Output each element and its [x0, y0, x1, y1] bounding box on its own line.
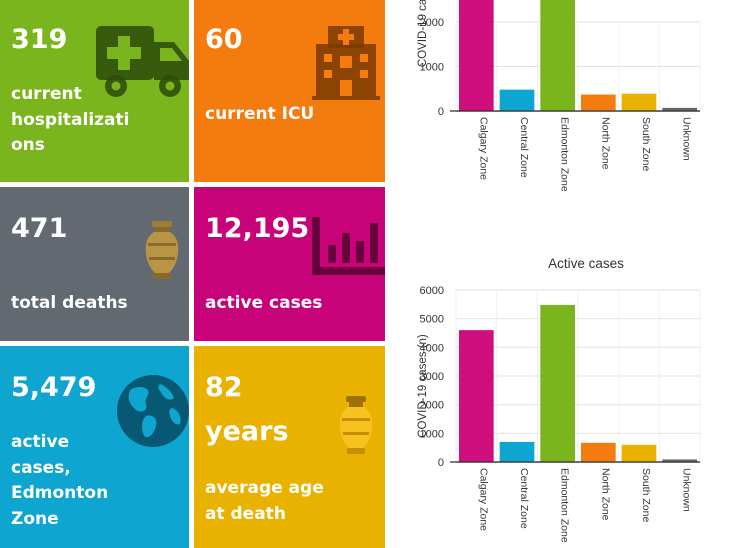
x-tick-label: Central Zone — [518, 468, 530, 529]
active-cases-tile: 12,195 active cases — [194, 187, 385, 341]
bar-calgary-zone — [459, 0, 494, 111]
y-tick-label: 2000 — [420, 400, 444, 412]
bar-central-zone — [499, 441, 535, 462]
y-axis-label: COVID-19 cases (n) — [417, 334, 429, 438]
bar-edmonton-zone — [540, 304, 575, 462]
bar-south-zone — [621, 93, 657, 111]
y-tick-label: 0 — [438, 106, 444, 118]
x-tick-label: North Zone — [599, 117, 611, 170]
y-tick-label: 4000 — [420, 342, 444, 354]
y-tick-label: 2000 — [420, 17, 444, 29]
deaths-tile: 471 total deaths — [0, 187, 189, 341]
urn-icon — [339, 396, 373, 454]
y-tick-label: 1000 — [420, 62, 444, 74]
zone-charts: 0 1000 2000 Calgary Zone Central Zone Edmonto… — [417, 0, 701, 543]
deaths-value: 471 — [11, 213, 68, 244]
globe-icon — [117, 375, 189, 447]
x-tick-label: Unknown — [681, 117, 693, 161]
deaths-label: total deaths — [11, 293, 128, 313]
hospitalizations-value: 319 — [11, 24, 68, 55]
x-tick-label: North Zone — [599, 468, 611, 521]
edmonton-tile: 5,479 active cases, Edmonton Zone — [0, 346, 189, 548]
bar-north-zone — [581, 94, 616, 111]
icu-value: 60 — [205, 24, 243, 55]
average-age-unit: years — [205, 416, 289, 447]
bar-chart-icon — [312, 217, 385, 275]
chart-title: Active cases — [548, 256, 624, 271]
x-tick-label: Central Zone — [518, 117, 530, 178]
average-age-tile: 82 years average age at death — [194, 346, 385, 548]
x-tick-label: South Zone — [640, 468, 652, 522]
icu-label: current ICU — [205, 104, 315, 124]
bar-south-zone — [621, 444, 657, 462]
y-axis-label: COVID-19 cas — [417, 0, 429, 67]
y-tick-label: 6000 — [420, 285, 444, 297]
x-tick-label: Edmonton Zone — [559, 117, 571, 192]
x-tick-label: Unknown — [681, 468, 693, 512]
x-tick-label: South Zone — [640, 117, 652, 171]
y-tick-label: 0 — [438, 457, 444, 469]
edmonton-label: active cases, Edmonton Zone — [11, 432, 109, 529]
active-cases-label: active cases — [205, 293, 323, 313]
edmonton-value: 5,479 — [11, 372, 97, 403]
y-tick-label: 3000 — [420, 371, 444, 383]
bar-central-zone — [499, 89, 535, 111]
bar-chart-1: 0 1000 2000 Calgary Zone Central Zone Edmonto… — [417, 0, 701, 192]
x-tick-label: Calgary Zone — [477, 117, 489, 180]
hospitalizations-tile: 319 current hospitalizati ons — [0, 0, 189, 182]
x-tick-label: Edmonton Zone — [559, 468, 571, 543]
y-tick-label: 5000 — [420, 314, 444, 326]
bar-edmonton-zone — [540, 0, 575, 111]
urn-icon — [145, 221, 179, 279]
bar-calgary-zone — [459, 330, 494, 462]
hospitalizations-label: current hospitalizati ons — [11, 84, 130, 155]
bar-chart-2: 0 1000 2000 3000 4000 5000 6000 Calgary Zone Cen… — [417, 256, 701, 543]
x-tick-label: Calgary Zone — [477, 468, 489, 531]
average-age-label: average age at death — [205, 478, 324, 524]
bar-north-zone — [581, 442, 616, 462]
icu-tile: 60 current ICU — [194, 0, 385, 182]
average-age-value: 82 — [205, 372, 243, 403]
y-tick-label: 1000 — [420, 428, 444, 440]
bar-unknown — [662, 459, 697, 462]
hospital-building-icon — [312, 26, 380, 100]
active-cases-value: 12,195 — [205, 213, 310, 244]
bar-unknown — [662, 107, 697, 111]
ambulance-icon — [96, 26, 189, 97]
